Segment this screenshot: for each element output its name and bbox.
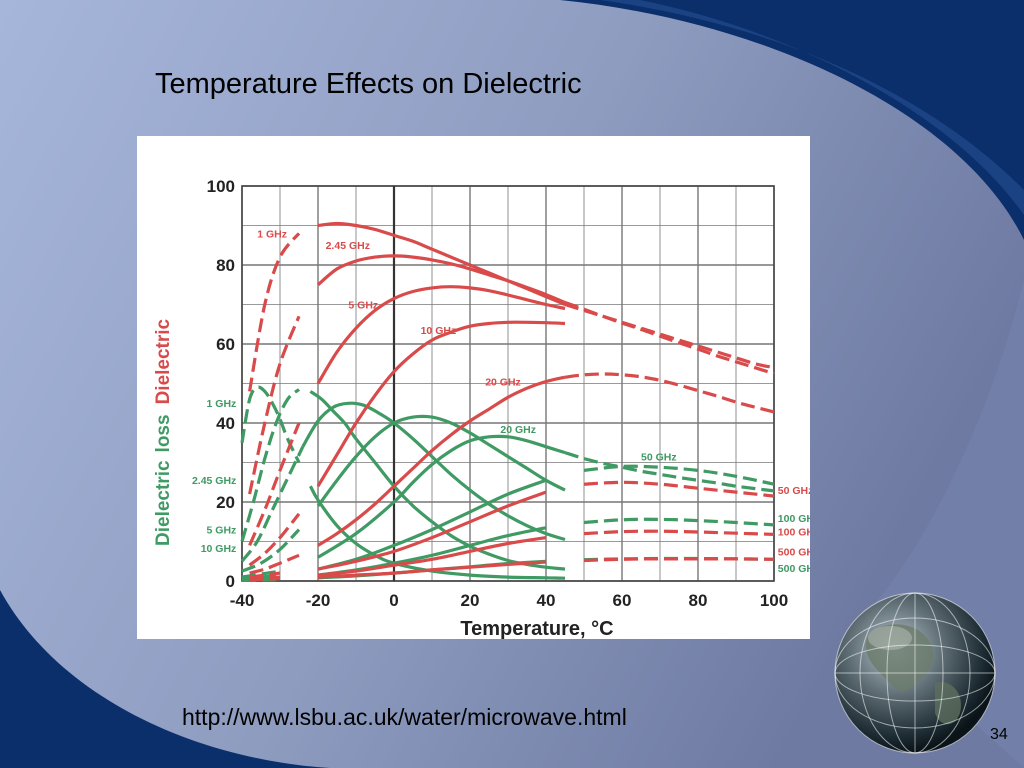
x-tick-label: -20 (306, 591, 331, 610)
x-tick-label: 20 (461, 591, 480, 610)
label-layer: 1 GHz 2.45 GHz 5 GHz 10 GHz 20 GHz 50 GHz 100 … (192, 228, 810, 575)
loss-series-label: 10 GHz (201, 543, 237, 555)
loss-series-line (241, 528, 301, 573)
y-tick-label: 0 (226, 572, 235, 591)
dielectric-series-line (583, 529, 775, 536)
y-label-dielectric-red: Dielectric (153, 318, 174, 404)
y-tick-label: 100 (207, 177, 235, 196)
dielectric-series-label: 1 GHz (257, 228, 287, 240)
dielectric-series-line (583, 480, 775, 498)
dielectric-series-line (317, 490, 547, 571)
x-tick-label: 60 (613, 591, 632, 610)
axis-layer: Temperature, °C DielectriclossDielectric… (153, 177, 788, 639)
dielectric-series-line (249, 553, 300, 575)
loss-series-line (317, 478, 547, 571)
dielectric-series-line (317, 375, 566, 547)
loss-series-line (301, 401, 566, 542)
loss-series-label: 2.45 GHz (192, 475, 236, 487)
loss-series-label: 50 GHz (641, 452, 677, 464)
loss-series-line (241, 577, 281, 582)
dielectric-series-label: 100 GHz (778, 527, 810, 539)
y-label-loss: loss (153, 414, 174, 452)
slide-title: Temperature Effects on Dielectric (155, 68, 582, 100)
background-swoosh-top (560, 0, 1024, 240)
page-number: 34 (990, 726, 1008, 743)
source-link[interactable]: http://www.lsbu.ac.uk/water/microwave.ht… (182, 704, 627, 730)
loss-series-line (316, 414, 566, 507)
dielectric-series-label: 500 GHz (778, 546, 810, 558)
dielectric-series-line (583, 557, 775, 563)
series-layer (240, 221, 775, 582)
dielectric-series-line (248, 315, 301, 495)
loss-series-label: 5 GHz (207, 525, 237, 537)
dielectric-series-label: 2.45 GHz (326, 240, 370, 252)
dielectric-series-line (248, 422, 301, 547)
dielectric-series-line (317, 560, 547, 579)
loss-series-line (564, 451, 775, 493)
loss-series-line (240, 388, 301, 542)
globe-icon (834, 592, 996, 754)
background-swoosh-bottom (0, 590, 330, 768)
y-tick-label: 60 (216, 335, 235, 354)
dielectric-series-line (316, 254, 566, 304)
loss-series-line (240, 446, 305, 563)
dielectric-series-line (317, 536, 547, 577)
loss-series-line (241, 569, 281, 579)
loss-series-line (583, 517, 775, 527)
dielectric-series-label: 5 GHz (348, 299, 378, 311)
loss-series-line (317, 434, 566, 559)
dielectric-series-line (564, 302, 775, 370)
dielectric-series-line (248, 512, 301, 567)
plot-border (241, 185, 775, 582)
x-tick-label: -40 (230, 591, 255, 610)
dielectric-series-line (249, 571, 281, 579)
dielectric-series-line (316, 285, 566, 385)
dielectric-series-line (316, 320, 566, 488)
dielectric-series-line (249, 577, 281, 582)
loss-series-label: 1 GHz (207, 398, 237, 410)
dielectric-series-line (564, 300, 775, 376)
dielectric-chart: 1 GHz 2.45 GHz 5 GHz 10 GHz 20 GHz 50 GHz 100 … (153, 177, 810, 639)
y-tick-label: 80 (216, 256, 235, 275)
y-axis-label: Dielectric loss Dielectric (153, 318, 174, 546)
x-axis-label: Temperature, °C (460, 618, 613, 639)
loss-series-label: 20 GHz (500, 424, 536, 436)
loss-series-label: 100 GHz (778, 513, 810, 525)
chart-frame: 1 GHz 2.45 GHz 5 GHz 10 GHz 20 GHz 50 GHz 100 … (137, 136, 810, 639)
dielectric-series-line (248, 232, 301, 392)
loss-series-line (240, 385, 301, 464)
dielectric-series-label: 50 GHz (778, 485, 810, 497)
dielectric-series-label: 10 GHz (421, 325, 457, 337)
dielectric-series-line (317, 221, 566, 306)
dielectric-series-label: 20 GHz (485, 376, 521, 388)
y-tick-label: 20 (216, 493, 235, 512)
x-tick-label: 100 (760, 591, 788, 610)
x-tick-label: 80 (689, 591, 708, 610)
x-tick-label: 0 (389, 591, 398, 610)
dielectric-series-line (564, 372, 775, 414)
x-tick-label: 40 (537, 591, 556, 610)
y-label-dielectric-green: Dielectric (153, 460, 174, 546)
loss-series-label: 500 GHz (778, 563, 810, 575)
y-tick-label: 40 (216, 414, 235, 433)
